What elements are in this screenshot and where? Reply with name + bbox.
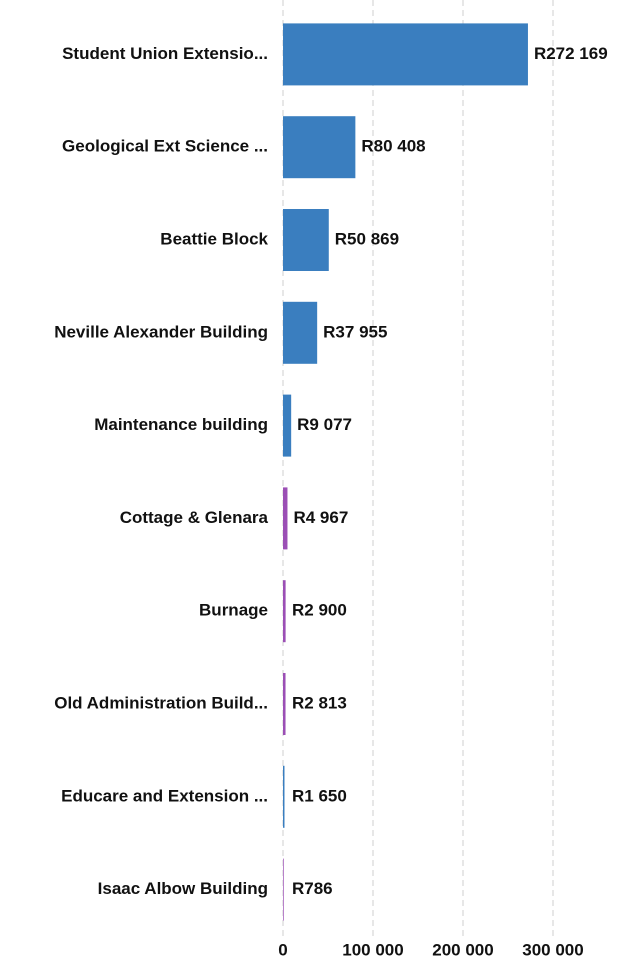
x-tick-label: 200 000: [432, 940, 493, 959]
value-label: R37 955: [323, 322, 387, 341]
y-tick-label: Educare and Extension ...: [61, 786, 268, 805]
value-label: R2 900: [292, 601, 347, 620]
x-tick-label: 0: [278, 940, 287, 959]
y-tick-label: Burnage: [199, 601, 268, 620]
bar: [283, 765, 285, 828]
bar: [283, 858, 284, 921]
x-tick-label: 300 000: [522, 940, 583, 959]
bar: [283, 394, 292, 457]
y-tick-label: Cottage & Glenara: [120, 508, 269, 527]
value-label: R9 077: [297, 415, 352, 434]
y-tick-label: Student Union Extensio...: [62, 44, 268, 63]
bar: [283, 673, 286, 735]
y-tick-label: Isaac Albow Building: [98, 879, 268, 898]
value-label: R786: [292, 879, 333, 898]
bar: [283, 23, 528, 86]
value-label: R2 813: [292, 693, 347, 712]
value-label: R50 869: [335, 229, 399, 248]
bar: [283, 116, 356, 179]
bar: [283, 209, 329, 271]
bar: [283, 487, 288, 550]
bar: [283, 301, 318, 364]
y-tick-label: Maintenance building: [94, 415, 268, 434]
y-tick-label: Beattie Block: [160, 229, 268, 248]
x-tick-label: 100 000: [342, 940, 403, 959]
value-label: R80 408: [361, 137, 425, 156]
y-tick-label: Old Administration Build...: [54, 693, 268, 712]
bar: [283, 580, 286, 643]
value-label: R4 967: [293, 508, 348, 527]
y-tick-label: Geological Ext Science ...: [62, 137, 268, 156]
value-label: R272 169: [534, 44, 608, 63]
y-tick-label: Neville Alexander Building: [54, 322, 268, 341]
value-label: R1 650: [292, 786, 347, 805]
